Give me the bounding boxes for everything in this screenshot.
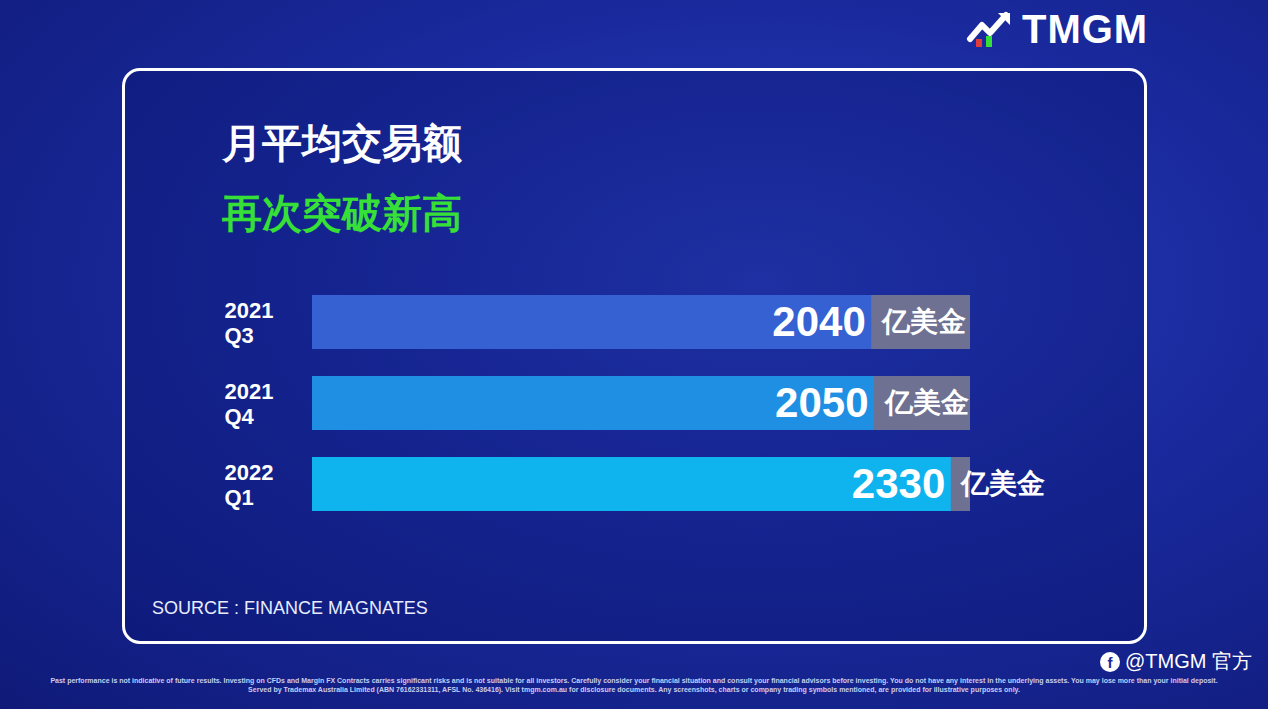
html-text:f: f: [1107, 653, 1113, 671]
svg-text:亿美金: 亿美金: [881, 306, 966, 337]
html-text:TMGM: TMGM: [1022, 6, 1149, 51]
svg-text:2330: 2330: [852, 460, 945, 507]
svg-text:2050: 2050: [775, 379, 868, 426]
html-text:Past performance is not indica: Past performance is not indicative of fu…: [50, 677, 1218, 693]
svg-text:2021Q3: 2021Q3: [225, 298, 274, 348]
html-text:@TMGM 官方: @TMGM 官方: [1125, 650, 1252, 672]
svg-text:2022Q1: 2022Q1: [225, 460, 274, 510]
svg-text:亿美金: 亿美金: [884, 387, 969, 418]
html-text:SOURCE : FINANCE MAGNATES: SOURCE : FINANCE MAGNATES: [152, 598, 428, 618]
svg-text:2021Q4: 2021Q4: [225, 379, 274, 429]
svg-text:亿美金: 亿美金: [960, 468, 1045, 499]
html-text:月平均交易额: 月平均交易额: [222, 121, 462, 165]
html-text:再次突破新高: 再次突破新高: [222, 191, 462, 235]
svg-text:2040: 2040: [772, 298, 865, 345]
